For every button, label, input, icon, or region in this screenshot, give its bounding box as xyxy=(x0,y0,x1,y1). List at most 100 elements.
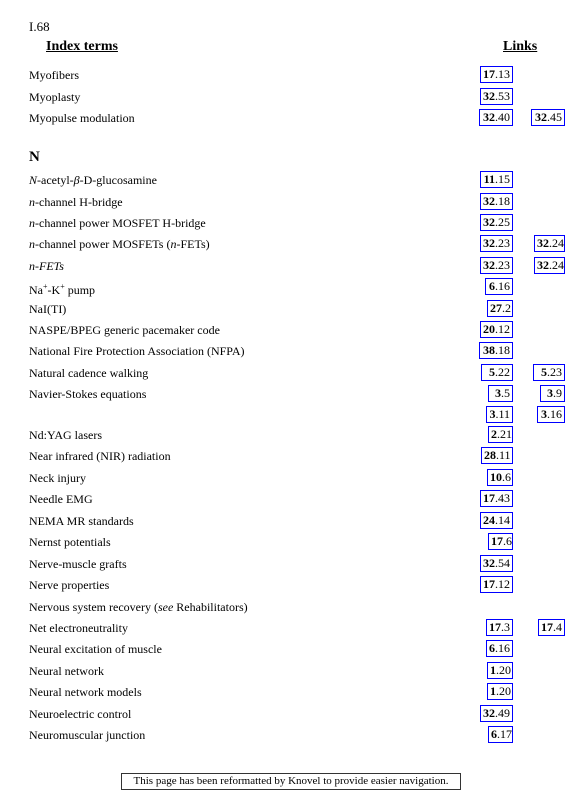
page-link[interactable]: 32.49 xyxy=(480,705,513,722)
link-page: .22 xyxy=(495,365,510,379)
link-chapter: 28 xyxy=(484,448,496,462)
page-link[interactable]: 6.16 xyxy=(486,640,513,657)
index-term: Navier-Stokes equations xyxy=(29,387,147,401)
link-chapter: 32 xyxy=(483,215,495,229)
link-page: .17 xyxy=(497,727,512,741)
index-term: Myoplasty xyxy=(29,90,81,104)
link-chapter: 3 xyxy=(495,386,501,400)
link-page: .16 xyxy=(547,407,562,421)
page-link[interactable]: 5.23 xyxy=(533,364,565,381)
link-page: .18 xyxy=(495,343,510,357)
page-link[interactable]: 6.17 xyxy=(488,726,513,743)
index-term: Neuromuscular junction xyxy=(29,728,146,742)
page-link[interactable]: 3.11 xyxy=(486,406,513,423)
index-term: Natural cadence walking xyxy=(29,366,149,380)
page-link[interactable]: 17.6 xyxy=(488,533,513,550)
link-page: .20 xyxy=(496,663,511,677)
index-term: Myofibers xyxy=(29,68,79,82)
index-term: N-acetyl-β-D-glucosamine xyxy=(29,173,157,187)
page-link[interactable]: 32.18 xyxy=(480,193,513,210)
link-page: .18 xyxy=(495,194,510,208)
index-term: n-FETs xyxy=(29,259,64,273)
page-link[interactable]: 20.12 xyxy=(480,321,513,338)
link-chapter: 32 xyxy=(483,706,495,720)
page-link[interactable]: 17.43 xyxy=(480,490,513,507)
link-chapter: 17 xyxy=(483,67,495,81)
link-chapter: 11 xyxy=(483,172,495,186)
link-page: .9 xyxy=(553,386,562,400)
page-link[interactable]: 32.40 xyxy=(479,109,513,126)
link-page: .54 xyxy=(495,556,510,570)
link-page: .6 xyxy=(503,534,512,548)
link-page: .11 xyxy=(496,448,511,462)
index-term: Needle EMG xyxy=(29,492,93,506)
page-link[interactable]: 2.21 xyxy=(488,426,513,443)
page-link[interactable]: 32.23 xyxy=(480,257,513,274)
link-chapter: 1 xyxy=(490,663,496,677)
page-link[interactable]: 3.16 xyxy=(537,406,565,423)
index-term: Myopulse modulation xyxy=(29,111,135,125)
footer-note: This page has been reformatted by Knovel… xyxy=(121,773,461,790)
link-chapter: 3 xyxy=(489,407,496,421)
page-link[interactable]: 38.18 xyxy=(479,342,513,359)
link-chapter: 10 xyxy=(490,470,502,484)
link-page: .25 xyxy=(495,215,510,229)
link-page: .14 xyxy=(495,513,510,527)
link-page: .23 xyxy=(495,236,510,250)
index-term: Neural network xyxy=(29,664,104,678)
link-page: .20 xyxy=(496,684,511,698)
page-link[interactable]: 32.45 xyxy=(531,109,565,126)
index-terms-header: Index terms xyxy=(46,39,118,54)
index-term: Neural excitation of muscle xyxy=(29,642,162,656)
link-page: .40 xyxy=(495,110,510,124)
link-page: .13 xyxy=(495,67,510,81)
link-page: .53 xyxy=(495,89,510,103)
page-link[interactable]: 24.14 xyxy=(480,512,513,529)
link-chapter: 3 xyxy=(547,386,553,400)
page-link[interactable]: 27.2 xyxy=(487,300,513,317)
links-header: Links xyxy=(503,39,538,54)
page-link[interactable]: 3.5 xyxy=(488,385,513,402)
link-chapter: 6 xyxy=(489,641,495,655)
page-link[interactable]: 17.12 xyxy=(480,576,513,593)
page-link[interactable]: 17.13 xyxy=(480,66,513,83)
link-chapter: 32 xyxy=(537,236,549,250)
link-chapter: 27 xyxy=(490,301,502,315)
index-term: NASPE/BPEG generic pacemaker code xyxy=(29,323,220,337)
page-link[interactable]: 32.25 xyxy=(480,214,513,231)
index-term: Neck injury xyxy=(29,471,86,485)
page-link[interactable]: 3.9 xyxy=(540,385,565,402)
link-chapter: 17 xyxy=(489,620,501,634)
page-link[interactable]: 32.24 xyxy=(534,257,565,274)
page-link[interactable]: 6.16 xyxy=(485,278,513,295)
link-page: .2 xyxy=(502,301,511,315)
link-page: .11 xyxy=(495,407,510,421)
page-link[interactable]: 28.11 xyxy=(481,447,513,464)
page-link[interactable]: 32.54 xyxy=(480,555,513,572)
link-page: .4 xyxy=(553,620,562,634)
link-page: .16 xyxy=(495,641,510,655)
page-link[interactable]: 32.24 xyxy=(534,235,565,252)
link-page: .21 xyxy=(497,427,512,441)
index-term: Nd:YAG lasers xyxy=(29,428,102,442)
page-link[interactable]: 1.20 xyxy=(487,683,513,700)
link-chapter: 38 xyxy=(483,343,495,357)
page-link[interactable]: 10.6 xyxy=(487,469,513,486)
page-link[interactable]: 32.23 xyxy=(480,235,513,252)
page-link[interactable]: 1.20 xyxy=(487,662,513,679)
link-chapter: 1 xyxy=(490,684,496,698)
page-link[interactable]: 17.3 xyxy=(486,619,513,636)
page-link[interactable]: 17.4 xyxy=(538,619,565,636)
link-chapter: 5 xyxy=(541,365,547,379)
link-chapter: 6 xyxy=(491,727,497,741)
index-term: Neural network models xyxy=(29,685,142,699)
index-term: Nervous system recovery (see Rehabilitat… xyxy=(29,600,248,614)
page-link[interactable]: 32.53 xyxy=(480,88,513,105)
link-chapter: 3 xyxy=(541,407,547,421)
page-link[interactable]: 5.22 xyxy=(481,364,513,381)
index-term: n-channel power MOSFET H-bridge xyxy=(29,216,206,230)
link-chapter: 17 xyxy=(483,491,495,505)
page-link[interactable]: 11.15 xyxy=(480,171,513,188)
index-term: Nernst potentials xyxy=(29,535,111,549)
index-term: National Fire Protection Association (NF… xyxy=(29,344,245,358)
